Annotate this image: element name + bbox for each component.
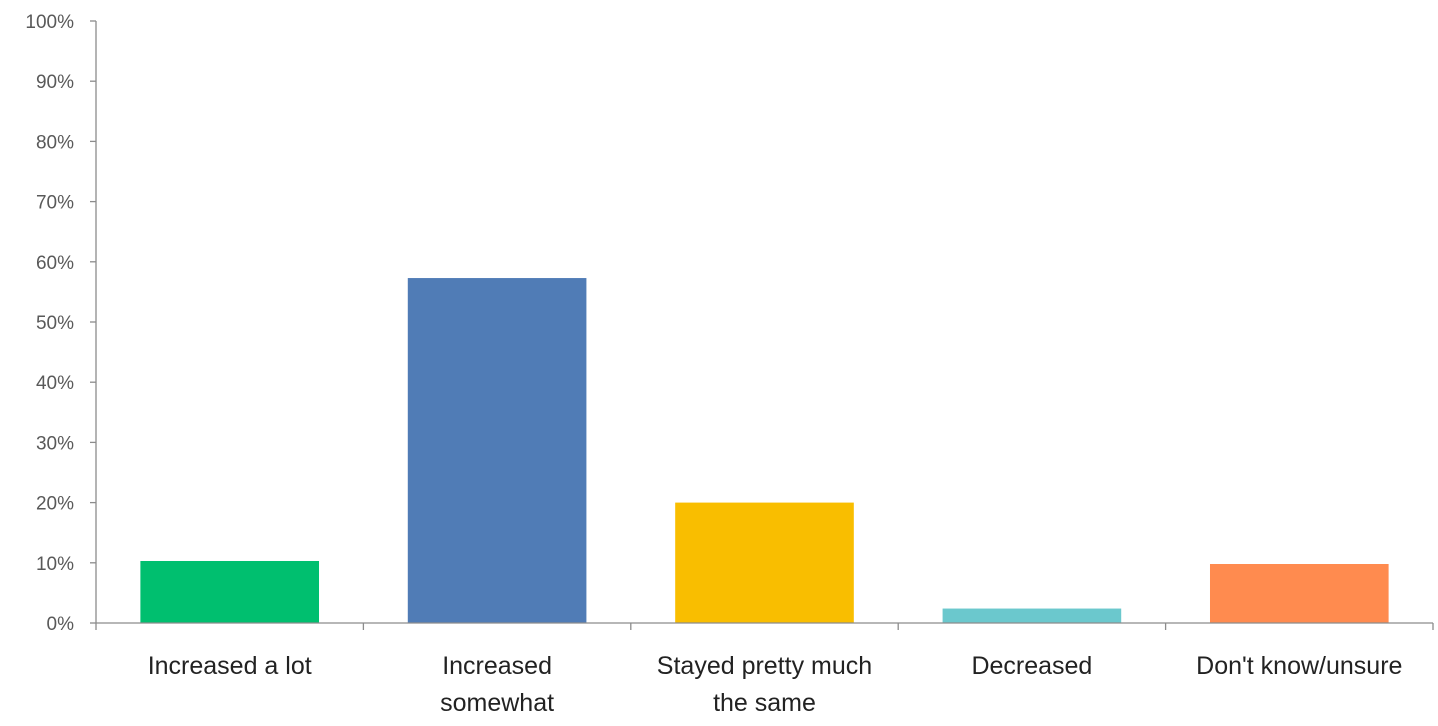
bar [407, 278, 587, 623]
x-category-label: Stayed pretty much the same [657, 652, 872, 717]
y-tick-label: 70% [36, 193, 74, 214]
axes-layer [90, 20, 1434, 630]
x-category-label: Increased a lot [148, 652, 312, 680]
bar [140, 560, 320, 623]
labels-layer: 0% 10% 20% 30% 40% 50% 60% 70% 80% 90% 100% Increas… [25, 12, 1402, 717]
y-tick-label: 10% [36, 554, 74, 575]
y-tick-label: 100% [25, 12, 74, 33]
bar [942, 608, 1122, 623]
y-tick-label: 60% [36, 253, 74, 274]
y-tick-label: 50% [36, 313, 74, 334]
y-tick-label: 90% [36, 72, 74, 93]
bars-layer [140, 278, 1389, 623]
bar [675, 502, 854, 623]
x-category-label: Don't know/unsure [1196, 652, 1402, 680]
bar [1209, 564, 1389, 623]
y-tick-label: 0% [47, 614, 75, 635]
y-tick-label: 30% [36, 433, 74, 454]
y-tick-label: 40% [36, 373, 74, 394]
y-tick-label: 20% [36, 494, 74, 515]
x-category-label: Increased somewhat [440, 652, 554, 717]
x-category-label: Decreased [971, 652, 1092, 680]
y-tick-label: 80% [36, 132, 74, 153]
